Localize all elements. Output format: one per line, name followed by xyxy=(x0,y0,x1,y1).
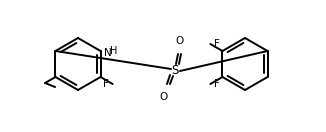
Text: F: F xyxy=(215,79,220,89)
Text: H: H xyxy=(110,46,117,56)
Text: O: O xyxy=(176,36,184,46)
Text: O: O xyxy=(160,92,168,102)
Text: N: N xyxy=(104,48,112,58)
Text: S: S xyxy=(171,63,179,77)
Text: F: F xyxy=(215,39,220,49)
Text: F: F xyxy=(103,79,109,89)
